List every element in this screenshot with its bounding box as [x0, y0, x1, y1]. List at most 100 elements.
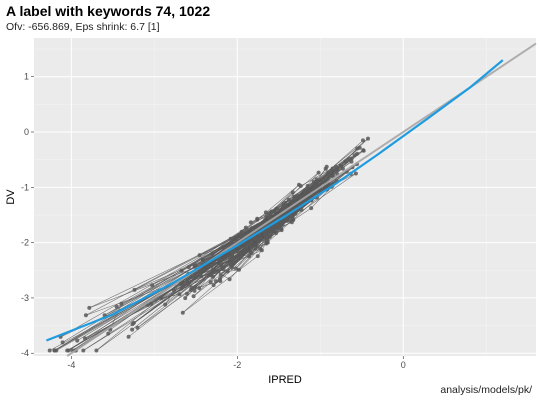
data-point [355, 146, 360, 151]
y-axis-ticks: -4 -3 -2 -1 0 1 [21, 72, 34, 358]
data-point [126, 334, 131, 339]
data-point [218, 273, 223, 278]
data-point [193, 263, 198, 268]
data-point [75, 338, 80, 343]
x-tick-label: -4 [67, 360, 75, 370]
data-point [253, 246, 258, 251]
data-point [237, 250, 242, 255]
data-point [47, 348, 52, 353]
data-point [244, 250, 248, 254]
data-point [87, 305, 92, 310]
data-point [210, 251, 215, 256]
data-point [193, 285, 197, 290]
individual-line-segment [300, 158, 350, 187]
data-point [208, 273, 213, 278]
data-point [220, 265, 225, 270]
data-point [324, 164, 329, 169]
data-point [302, 189, 307, 194]
data-point [163, 302, 168, 307]
data-point [212, 261, 217, 266]
data-point [239, 229, 244, 234]
data-point [333, 164, 338, 169]
x-axis-title: IPRED [268, 374, 302, 386]
data-point [263, 210, 268, 215]
data-point [200, 257, 205, 262]
data-point [265, 232, 270, 237]
data-point [326, 183, 331, 188]
data-point [236, 257, 241, 262]
individual-line-segment [235, 245, 256, 269]
data-point [119, 301, 124, 306]
data-point [225, 269, 230, 274]
data-point [248, 220, 253, 225]
data-point [346, 156, 351, 161]
data-point [229, 251, 234, 256]
chart-subtitle: Ofv: -656.869, Eps shrink: 6.7 [1] [6, 21, 160, 33]
data-point [270, 229, 274, 234]
data-point [284, 204, 289, 209]
x-tick-label: -2 [233, 360, 241, 370]
grid-major [34, 38, 536, 356]
data-point [335, 167, 340, 172]
data-point [325, 177, 330, 182]
data-point [198, 273, 203, 278]
data-point [233, 266, 238, 271]
data-point [305, 183, 310, 188]
data-point [338, 163, 343, 168]
data-point [290, 201, 295, 205]
data-point [311, 179, 316, 184]
data-point [274, 231, 278, 236]
data-point [309, 206, 314, 211]
data-point [240, 233, 245, 238]
data-point [179, 268, 184, 273]
data-point [135, 325, 140, 330]
data-point [292, 197, 297, 202]
y-axis-title: DV [5, 189, 17, 205]
data-point [353, 171, 358, 176]
individual-line-segment [268, 184, 300, 215]
individual-line-segment [186, 252, 252, 277]
data-point [106, 331, 111, 336]
data-point [183, 296, 188, 301]
individual-line-segment [181, 227, 247, 271]
data-point [208, 280, 213, 285]
y-tick-label: -4 [21, 348, 29, 358]
data-point [185, 291, 189, 296]
data-point [60, 340, 65, 345]
data-point [228, 236, 233, 241]
data-point [149, 301, 154, 306]
data-point [81, 348, 86, 353]
data-point [208, 264, 213, 269]
data-point [214, 279, 218, 284]
data-point [278, 223, 283, 228]
data-point [198, 268, 203, 273]
data-point [249, 251, 254, 256]
data-point [181, 283, 186, 288]
data-point [130, 327, 135, 332]
data-point [330, 166, 335, 171]
smooth-line [45, 59, 504, 342]
data-point [273, 223, 278, 228]
data-point [216, 269, 221, 273]
data-point [243, 225, 248, 230]
data-point [325, 172, 330, 177]
data-point [242, 242, 247, 246]
data-point [316, 182, 320, 187]
data-point [285, 218, 290, 223]
data-point [274, 206, 279, 211]
individual-line-segment [182, 255, 258, 313]
data-point [218, 276, 222, 281]
data-point [230, 257, 235, 262]
data-point [185, 278, 190, 283]
x-axis-ticks: -4 -2 0 [67, 356, 406, 370]
data-point [258, 246, 263, 251]
data-point [132, 287, 137, 292]
data-point [290, 214, 295, 219]
data-point [366, 136, 370, 141]
data-point [191, 294, 196, 299]
data-point [316, 170, 321, 175]
data-point [94, 348, 99, 353]
y-tick-label: -1 [21, 182, 29, 192]
chart-title: A label with keywords 74, 1022 [6, 3, 211, 19]
